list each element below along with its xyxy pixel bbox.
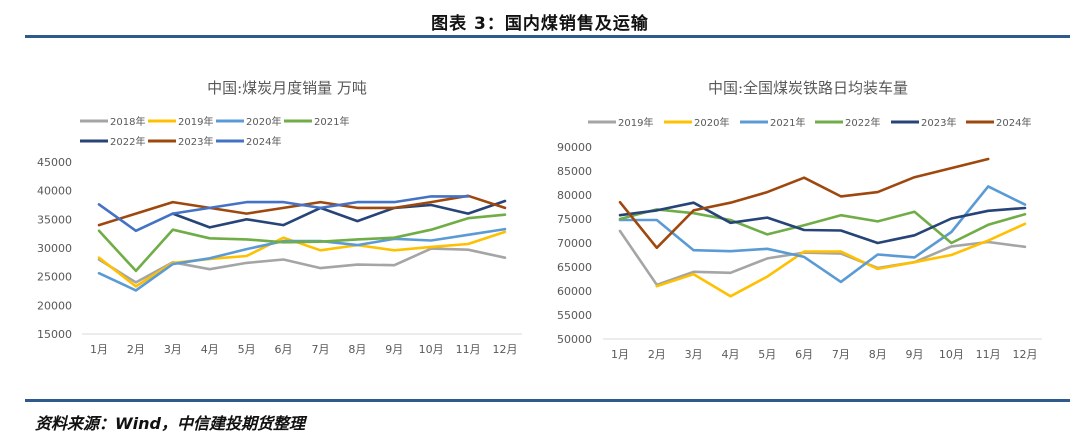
right-xtick-label: 10月 [939,348,964,361]
left-ytick-label: 45000 [37,156,72,169]
right-xtick-label: 2月 [648,348,666,361]
left-xtick-label: 7月 [311,343,329,356]
right-ytick-label: 65000 [557,261,592,274]
right-xtick-label: 7月 [832,348,850,361]
right-xtick-label: 6月 [795,348,813,361]
left-series-line-2022 [171,199,507,229]
right-ytick-label: 85000 [557,165,592,178]
figure-title: 图表 3：国内煤销售及运输 [431,14,649,34]
right-xtick-label: 1月 [611,348,629,361]
right-ytick-label: 90000 [557,141,592,154]
left-legend-label-2023: 2023年 [178,135,213,148]
left-series-line-2020 [97,227,507,292]
left-series-line-2021 [97,213,507,273]
left-series-line-2019 [97,230,507,288]
top-divider [25,35,1070,38]
left-legend-label-2022: 2022年 [110,135,145,148]
left-legend-label-2024: 2024年 [246,135,281,148]
right-series-line-2019 [618,229,1027,287]
right-series-line-2023 [618,201,1027,245]
right-legend-label-2024: 2024年 [996,116,1031,129]
right-series-line-2021 [618,185,1027,284]
left-legend-label-2019: 2019年 [178,115,213,128]
left-xtick-label: 1月 [90,343,108,356]
left-chart-title: 中国:煤炭月度销量 万吨 [207,79,367,97]
left-ytick-label: 35000 [37,213,72,226]
left-xtick-label: 10月 [419,343,444,356]
left-xtick-label: 4月 [201,343,219,356]
left-legend-label-2018: 2018年 [110,115,145,128]
right-ytick-label: 70000 [557,237,592,250]
left-ytick-label: 30000 [37,242,72,255]
left-series-line-2018 [97,247,507,284]
right-xtick-label: 8月 [869,348,887,361]
left-ytick-label: 25000 [37,271,72,284]
right-xtick-label: 5月 [758,348,776,361]
right-series-line-2022 [618,208,1027,245]
right-xtick-label: 4月 [721,348,739,361]
left-series-line-2024 [97,195,470,233]
left-xtick-label: 5月 [238,343,256,356]
right-ytick-label: 50000 [557,333,592,346]
right-ytick-label: 60000 [557,285,592,298]
right-ytick-label: 75000 [557,213,592,226]
right-chart-title: 中国:全国煤炭铁路日均装车量 [708,79,908,97]
right-ytick-label: 55000 [557,309,592,322]
right-legend-label-2020: 2020年 [694,116,729,129]
right-legend-label-2023: 2023年 [921,116,956,129]
right-legend-label-2022: 2022年 [845,116,880,129]
right-xtick-label: 12月 [1013,348,1038,361]
right-legend-label-2019: 2019年 [618,116,653,129]
left-xtick-label: 9月 [385,343,403,356]
left-xtick-label: 2月 [127,343,145,356]
left-ytick-label: 40000 [37,185,72,198]
left-xtick-label: 6月 [275,343,293,356]
left-legend-label-2021: 2021年 [314,115,349,128]
right-ytick-label: 80000 [557,189,592,202]
left-xtick-label: 12月 [493,343,518,356]
left-ytick-label: 20000 [37,299,72,312]
right-legend-label-2021: 2021年 [770,116,805,129]
bottom-divider [25,399,1070,402]
left-xtick-label: 3月 [164,343,182,356]
source-note: 资料来源：Wind，中信建投期货整理 [35,414,305,433]
right-series-line-2020 [655,222,1027,298]
left-xtick-label: 8月 [348,343,366,356]
right-xtick-label: 11月 [976,348,1001,361]
left-xtick-label: 11月 [456,343,481,356]
right-xtick-label: 3月 [685,348,703,361]
right-series-line-2024 [618,157,990,250]
left-ytick-label: 15000 [37,328,72,341]
right-xtick-label: 9月 [906,348,924,361]
left-legend-label-2020: 2020年 [246,115,281,128]
